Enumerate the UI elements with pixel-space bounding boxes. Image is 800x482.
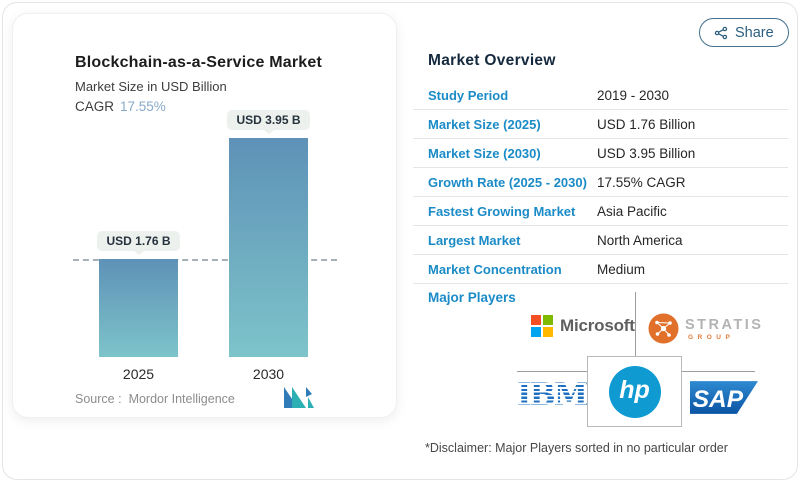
row-label: Market Size (2025)	[428, 116, 541, 132]
row-label: Largest Market	[428, 232, 521, 248]
share-button-label: Share	[735, 24, 774, 41]
table-row-market-size-2025: Market Size (2025) USD 1.76 Billion	[413, 110, 788, 139]
ibm-wordmark: IBM	[517, 377, 588, 413]
market-overview-table: Study Period 2019 - 2030 Market Size (20…	[413, 81, 788, 284]
row-value: USD 1.76 Billion	[597, 116, 696, 132]
stratis-group-subtext: GROUP	[688, 333, 735, 341]
cagr-line: CAGR 17.55%	[75, 99, 166, 114]
microsoft-logo: Microsoft	[531, 315, 635, 337]
sap-logo: SAP	[690, 381, 758, 419]
share-icon	[714, 26, 728, 40]
bar-2025	[99, 259, 178, 357]
players-vertical-connector	[635, 292, 636, 357]
sap-wordmark: SAP	[693, 386, 744, 413]
hp-logo-card: hp	[587, 356, 682, 427]
bar-value-badge-2030: USD 3.95 B	[227, 110, 310, 130]
ibm-logo: IBM	[517, 377, 588, 413]
row-value: North America	[597, 232, 683, 248]
chart-card: Blockchain-as-a-Service Market Market Si…	[12, 13, 397, 418]
row-value: USD 3.95 Billion	[597, 145, 696, 161]
microsoft-wordmark: Microsoft	[560, 316, 635, 335]
table-row-largest-market: Largest Market North America	[413, 226, 788, 255]
source-label: Source :	[75, 392, 122, 406]
stratis-wordmark: STRATIS	[685, 316, 764, 333]
row-value: 17.55% CAGR	[597, 174, 686, 190]
row-label: Growth Rate (2025 - 2030)	[428, 174, 587, 190]
table-row-growth-rate: Growth Rate (2025 - 2030) 17.55% CAGR	[413, 168, 788, 197]
bar-group-2030: USD 3.95 B	[227, 110, 310, 357]
x-axis-label-2030: 2030	[252, 366, 285, 382]
stratis-icon	[648, 313, 679, 344]
bar-group-2025: USD 1.76 B	[97, 231, 180, 357]
mordor-intelligence-logo-icon	[283, 385, 315, 409]
table-row-market-concentration: Market Concentration Medium	[413, 255, 788, 284]
source-line: Source : Mordor Intelligence	[75, 392, 235, 406]
disclaimer-text: *Disclaimer: Major Players sorted in no …	[425, 441, 728, 455]
major-players-label: Major Players	[428, 290, 516, 305]
x-axis-label-2025: 2025	[122, 366, 155, 382]
table-row-study-period: Study Period 2019 - 2030	[413, 81, 788, 110]
stratis-logo: STRATIS GROUP	[648, 313, 763, 344]
cagr-label: CAGR	[75, 99, 115, 114]
baseline-dashed-line	[73, 259, 337, 261]
row-label: Study Period	[428, 87, 509, 103]
row-value: 2019 - 2030	[597, 87, 670, 103]
source-value: Mordor Intelligence	[128, 392, 235, 406]
market-overview-heading: Market Overview	[428, 52, 556, 69]
row-value: Asia Pacific	[597, 203, 667, 219]
hp-logo: hp	[608, 365, 661, 418]
chart-subtitle: Market Size in USD Billion	[75, 79, 227, 94]
bar-value-badge-2025: USD 1.76 B	[97, 231, 180, 251]
cagr-value: 17.55%	[120, 99, 166, 114]
row-label: Market Size (2030)	[428, 145, 541, 161]
row-label: Market Concentration	[428, 261, 562, 277]
row-label: Fastest Growing Market	[428, 203, 576, 219]
table-row-fastest-growing-market: Fastest Growing Market Asia Pacific	[413, 197, 788, 226]
table-row-market-size-2030: Market Size (2030) USD 3.95 Billion	[413, 139, 788, 168]
share-button[interactable]: Share	[699, 18, 789, 47]
chart-title: Blockchain-as-a-Service Market	[75, 54, 322, 71]
bar-2030	[229, 138, 308, 357]
microsoft-squares-icon	[531, 315, 553, 337]
row-value: Medium	[597, 261, 646, 277]
